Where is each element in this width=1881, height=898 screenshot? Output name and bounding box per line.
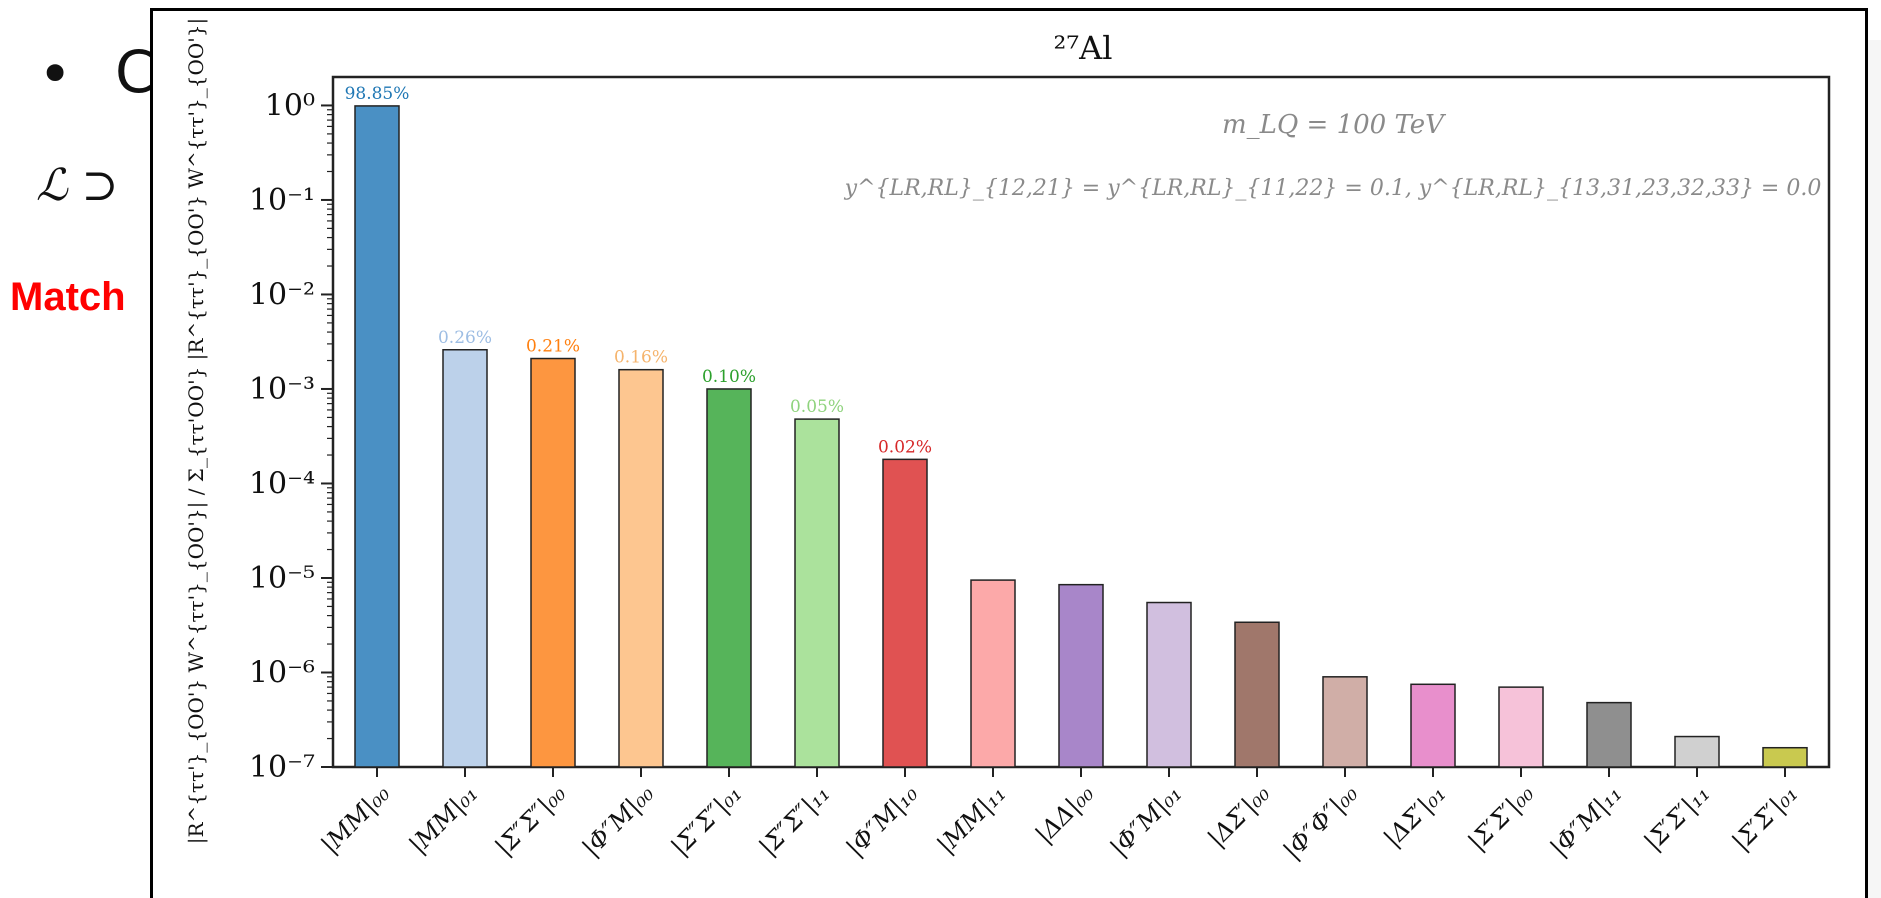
x-tick-label: |Φ″M|₀₁ bbox=[1105, 779, 1188, 862]
figure-panel: ²⁷Al m_LQ = 100 TeV y^{LR,RL}_{12,21} = … bbox=[150, 8, 1868, 898]
bar bbox=[354, 105, 400, 768]
x-tick-label: |Φ″M|₀₀ bbox=[577, 779, 660, 862]
bar bbox=[794, 418, 840, 768]
x-tick-label: |Φ″M|₁₁ bbox=[1545, 779, 1628, 862]
slide-match-label: Match bbox=[10, 275, 126, 319]
y-tick-label: 10⁻⁷ bbox=[249, 750, 315, 785]
slide-right-edge bbox=[1866, 40, 1881, 898]
slide-bullet: • bbox=[38, 40, 73, 108]
bar bbox=[882, 458, 928, 768]
slide-lagrangian-fragment: ℒ ⊃ bbox=[36, 160, 119, 211]
x-tick-label: |Σ″Σ″|₁₁ bbox=[754, 779, 836, 861]
x-tick-label: |Φ″M|₁₀ bbox=[841, 779, 924, 862]
annotation-mass: m_LQ = 100 TeV bbox=[1222, 110, 1446, 140]
y-axis-label: |R^{ττ'}_{OO'} W^{ττ'}_{OO'}| / Σ_{ττ'OO… bbox=[184, 18, 209, 845]
bar-value-label: 0.21% bbox=[526, 337, 580, 357]
bar bbox=[1322, 676, 1368, 768]
y-tick-label: 10⁻² bbox=[249, 277, 315, 312]
slide-heading-fragment: C bbox=[115, 38, 156, 106]
bar-value-label: 0.10% bbox=[702, 367, 756, 387]
x-tick-label: |ΔΔ|₀₀ bbox=[1030, 779, 1100, 849]
bar bbox=[1762, 746, 1808, 768]
x-tick-label: |MM|₀₁ bbox=[404, 779, 484, 859]
y-tick-label: 10⁻⁴ bbox=[249, 466, 315, 501]
bar bbox=[1234, 621, 1280, 768]
annotation-couplings: y^{LR,RL}_{12,21} = y^{LR,RL}_{11,22} = … bbox=[844, 176, 1822, 201]
bar bbox=[1498, 686, 1544, 768]
y-tick-label: 10⁻⁶ bbox=[249, 655, 315, 690]
bar-chart: ²⁷Al m_LQ = 100 TeV y^{LR,RL}_{12,21} = … bbox=[184, 18, 1831, 866]
bar bbox=[1058, 583, 1104, 768]
y-tick-label: 10⁰ bbox=[265, 88, 315, 123]
x-tick-label: |Σ′Σ′|₀₁ bbox=[1727, 779, 1804, 856]
bar-value-label: 0.16% bbox=[614, 348, 668, 368]
y-tick-label: 10⁻³ bbox=[249, 372, 315, 407]
bar bbox=[1674, 735, 1720, 768]
bar bbox=[442, 349, 488, 768]
y-tick-label: 10⁻¹ bbox=[249, 183, 315, 218]
bar bbox=[706, 388, 752, 768]
x-tick-label: |Σ′Σ′|₁₁ bbox=[1639, 779, 1716, 856]
bar-value-label: 0.02% bbox=[878, 437, 932, 457]
bar bbox=[1146, 601, 1192, 768]
bar bbox=[618, 368, 664, 768]
bar-value-label: 0.05% bbox=[790, 397, 844, 417]
x-tick-label: |Σ″Σ″|₀₀ bbox=[490, 779, 572, 861]
x-tick-label: |ΔΣ′|₀₀ bbox=[1202, 779, 1276, 853]
x-tick-label: |Σ″Σ″|₀₁ bbox=[666, 779, 748, 861]
bar bbox=[970, 579, 1016, 768]
bar bbox=[530, 357, 576, 768]
x-tick-label: |Φ″Φ″|₀₀ bbox=[1278, 779, 1364, 865]
bar bbox=[1410, 683, 1456, 768]
chart-title: ²⁷Al bbox=[1054, 29, 1113, 67]
x-tick-label: |MM|₀₀ bbox=[316, 779, 397, 860]
x-tick-label: |ΔΣ′|₀₁ bbox=[1378, 779, 1452, 853]
y-tick-label: 10⁻⁵ bbox=[249, 561, 315, 596]
bar bbox=[1586, 701, 1632, 768]
bar-value-label: 0.26% bbox=[438, 328, 492, 348]
bar-value-label: 98.85% bbox=[345, 84, 410, 104]
x-tick-label: |Σ′Σ′|₀₀ bbox=[1463, 779, 1541, 857]
x-tick-label: |MM|₁₁ bbox=[932, 779, 1012, 859]
